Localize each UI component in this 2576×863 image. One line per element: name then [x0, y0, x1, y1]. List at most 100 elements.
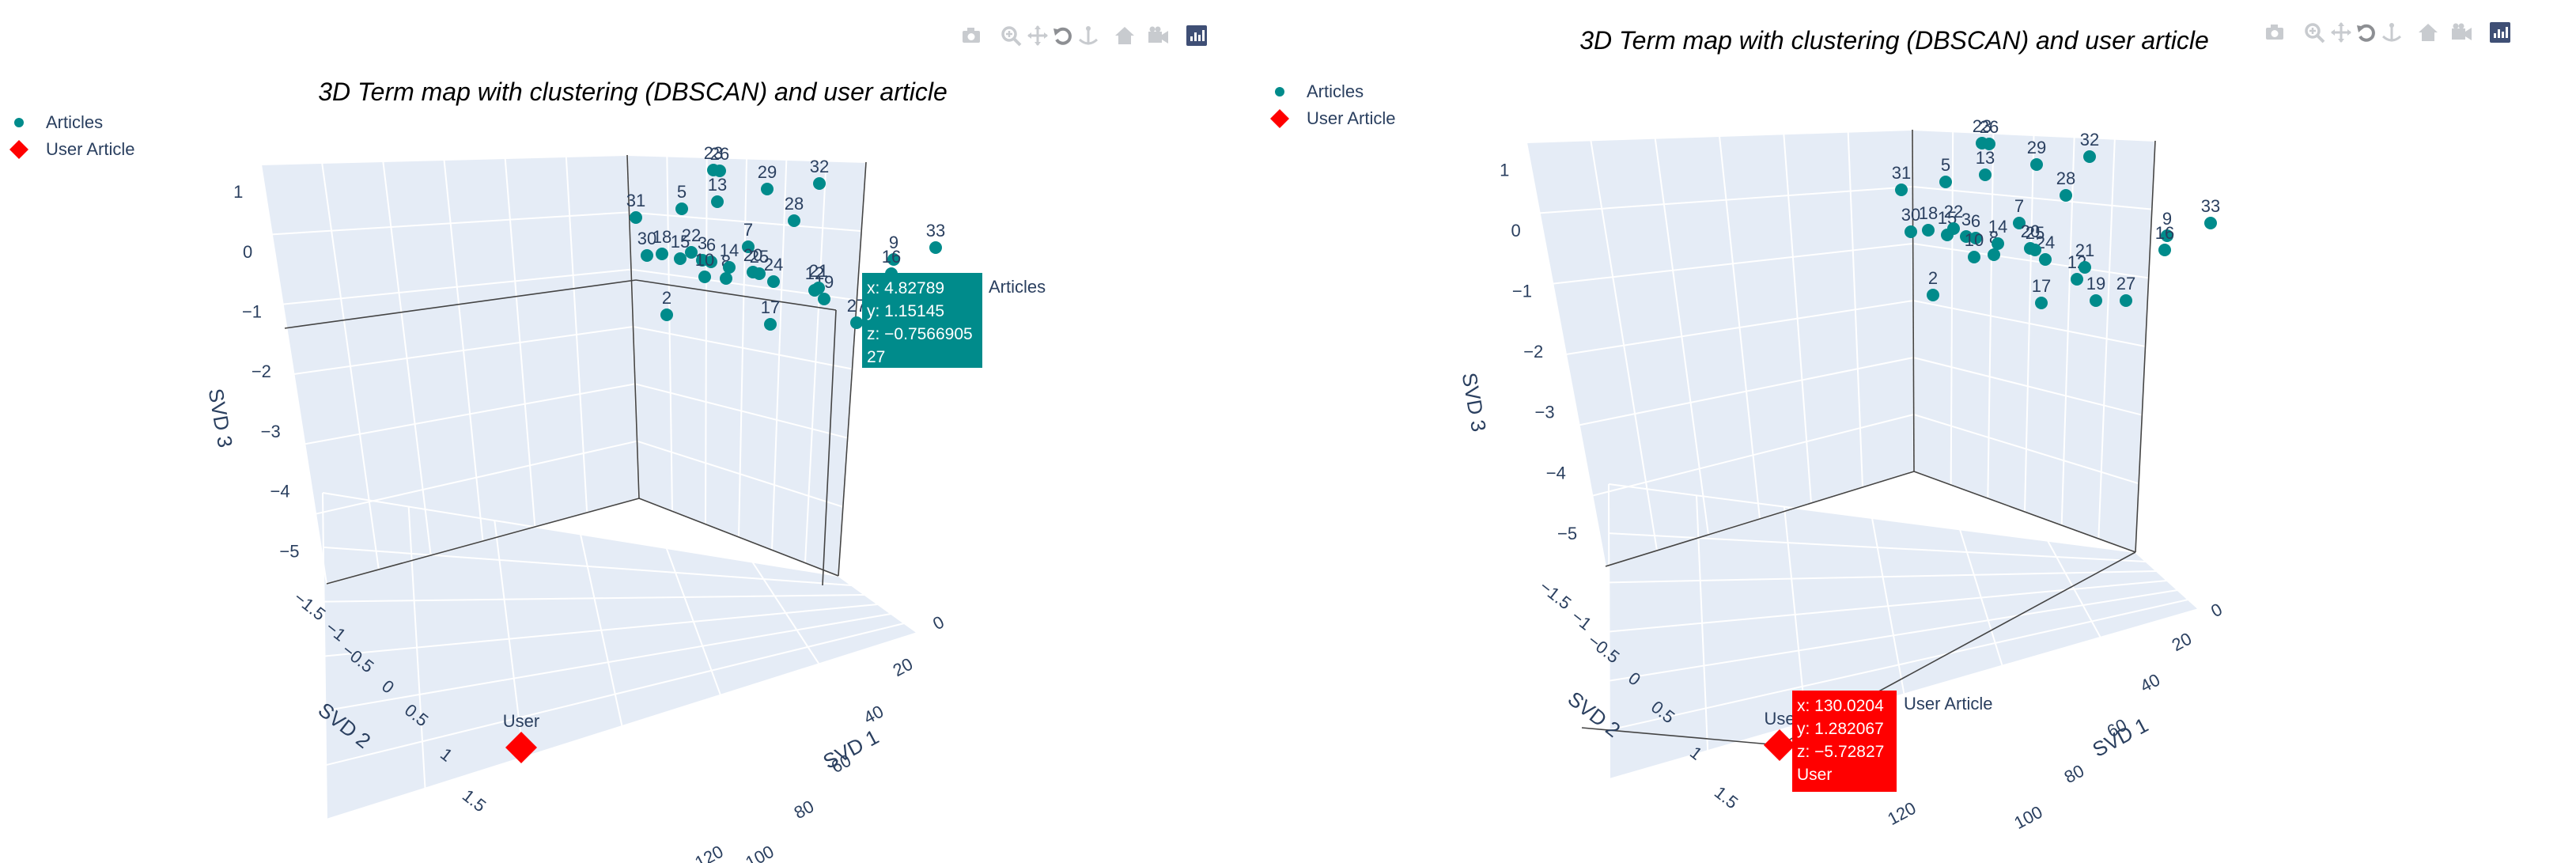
- article-point[interactable]: [1969, 232, 1982, 244]
- article-point[interactable]: [720, 272, 732, 285]
- article-point[interactable]: [1939, 176, 1952, 188]
- article-point[interactable]: [2030, 158, 2043, 171]
- article-point[interactable]: [753, 267, 766, 280]
- article-point[interactable]: [2035, 297, 2048, 309]
- camera-icon[interactable]: [2266, 25, 2283, 40]
- article-point[interactable]: [674, 252, 687, 265]
- plotly-logo-icon[interactable]: [1186, 25, 1207, 46]
- article-point[interactable]: [2039, 253, 2052, 266]
- article-point[interactable]: [2079, 261, 2091, 274]
- article-point[interactable]: [1960, 230, 1973, 243]
- article-point[interactable]: [1947, 222, 1960, 235]
- article-point-label: 28: [2056, 168, 2075, 188]
- article-point[interactable]: [713, 165, 726, 177]
- article-point[interactable]: [1988, 248, 2000, 261]
- legend[interactable]: Articles User Article: [1270, 81, 1395, 128]
- home-icon[interactable]: [1115, 27, 1134, 44]
- article-point[interactable]: [764, 318, 777, 331]
- axis-lines: [284, 154, 867, 586]
- legend-articles-marker[interactable]: [1275, 87, 1284, 97]
- article-point[interactable]: [1927, 289, 1939, 301]
- article-point[interactable]: [685, 246, 698, 259]
- article-point[interactable]: [723, 261, 736, 274]
- article-point[interactable]: [656, 248, 668, 260]
- article-point-label: 18: [1919, 203, 1938, 223]
- article-point-label: 19: [2086, 274, 2105, 293]
- z-tick-label: −4: [270, 482, 290, 502]
- z-tick-label: −4: [1546, 463, 1566, 483]
- zoom-icon[interactable]: [1001, 26, 1022, 47]
- article-point[interactable]: [711, 195, 724, 208]
- article-point[interactable]: [1895, 184, 1908, 196]
- article-point-label: 14: [1988, 217, 2007, 237]
- article-point[interactable]: [698, 271, 711, 283]
- article-point[interactable]: [812, 282, 825, 294]
- z-axis-title: SVD 3: [1458, 371, 1492, 433]
- x-tick-label: 40: [861, 702, 887, 729]
- articles-series: 2356789101213141516171819202122232425262…: [1892, 116, 2220, 309]
- camera-view-icon[interactable]: [1148, 26, 1168, 44]
- article-point[interactable]: [767, 275, 780, 288]
- article-point[interactable]: [705, 255, 717, 268]
- axis-lines: [1581, 129, 2156, 746]
- article-point[interactable]: [2071, 273, 2083, 286]
- article-point[interactable]: [1968, 251, 1980, 263]
- turntable-icon[interactable]: [1078, 26, 1099, 45]
- article-point[interactable]: [641, 249, 653, 262]
- turntable-icon[interactable]: [2381, 23, 2402, 42]
- article-point-label: 13: [1976, 148, 1995, 168]
- article-point[interactable]: [813, 177, 826, 190]
- article-point[interactable]: [1983, 138, 1995, 150]
- article-point[interactable]: [887, 253, 900, 266]
- article-point[interactable]: [818, 293, 830, 305]
- zoom-icon[interactable]: [2305, 23, 2325, 44]
- article-point-label: 22: [682, 225, 701, 245]
- article-point[interactable]: [2083, 150, 2096, 163]
- article-point[interactable]: [2161, 229, 2173, 242]
- camera-view-icon[interactable]: [2452, 23, 2472, 41]
- legend[interactable]: Articles User Article: [9, 112, 134, 159]
- article-point[interactable]: [1922, 224, 1935, 237]
- article-point[interactable]: [929, 241, 942, 254]
- tooltip-line: User: [1797, 766, 1832, 784]
- article-point[interactable]: [788, 214, 800, 227]
- plotly-logo-icon[interactable]: [2490, 22, 2510, 43]
- x-tick-label: 0: [2207, 599, 2226, 621]
- pan-icon[interactable]: [2331, 22, 2351, 43]
- article-point[interactable]: [2013, 217, 2026, 229]
- tooltip-line: 27: [867, 348, 885, 366]
- article-point-label: 26: [1980, 117, 1999, 137]
- article-point[interactable]: [850, 316, 863, 329]
- article-point[interactable]: [1905, 225, 1917, 238]
- camera-icon[interactable]: [963, 28, 980, 43]
- article-point-label: 27: [2116, 274, 2135, 293]
- orbit-icon[interactable]: [1053, 27, 1072, 45]
- article-point[interactable]: [2158, 244, 2171, 256]
- orbit-icon[interactable]: [2357, 24, 2375, 42]
- article-point[interactable]: [2204, 217, 2217, 229]
- chart-title: 3D Term map with clustering (DBSCAN) and…: [1579, 26, 2209, 55]
- article-point[interactable]: [2090, 294, 2102, 307]
- article-point[interactable]: [761, 183, 774, 195]
- article-point-label: 33: [2201, 196, 2220, 216]
- article-point[interactable]: [630, 211, 642, 224]
- article-point[interactable]: [2060, 189, 2072, 202]
- z-tick-label: −2: [252, 361, 271, 381]
- article-point[interactable]: [742, 240, 755, 253]
- z-tick-label: −5: [279, 541, 299, 561]
- article-point[interactable]: [1979, 168, 1992, 181]
- article-point[interactable]: [675, 203, 688, 215]
- y-tick-label: −1.5: [1536, 577, 1575, 613]
- article-point[interactable]: [1992, 237, 2004, 250]
- article-point-label: 14: [720, 240, 739, 260]
- pan-icon[interactable]: [1027, 25, 1048, 46]
- z-tick-label: 0: [243, 242, 252, 262]
- home-icon[interactable]: [2419, 24, 2438, 41]
- article-point[interactable]: [2029, 244, 2041, 256]
- legend-articles-marker[interactable]: [14, 118, 24, 127]
- article-point-label: 13: [708, 175, 727, 195]
- article-point[interactable]: [2120, 294, 2132, 307]
- article-point[interactable]: [660, 308, 673, 321]
- user-article-point: [505, 732, 537, 763]
